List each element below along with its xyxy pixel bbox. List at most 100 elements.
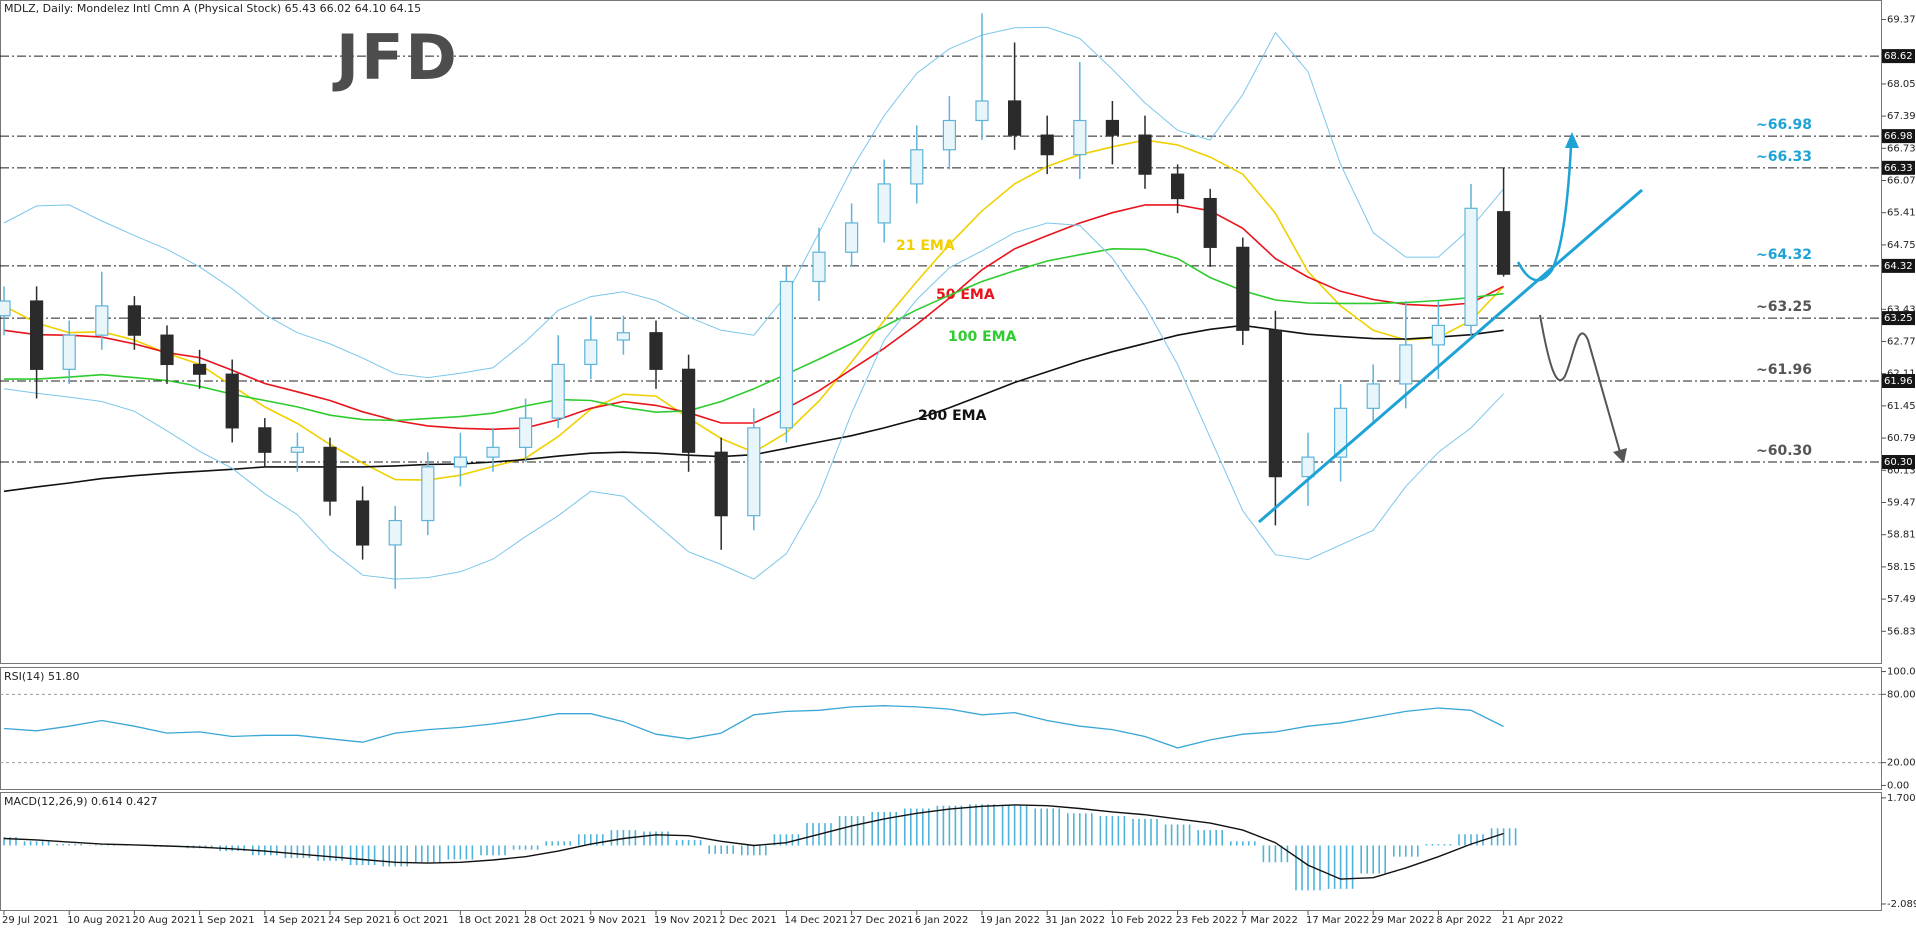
candle-body — [1301, 456, 1315, 478]
y-tick-label: 63.43 — [1887, 304, 1916, 315]
macd-label: MACD(12,26,9) 0.614 0.427 — [4, 795, 158, 808]
x-tick-label: 28 Oct 2021 — [524, 915, 586, 926]
trend-line — [1258, 188, 1643, 524]
x-tick-label: 14 Sep 2021 — [263, 915, 326, 926]
x-tick-label: 31 Jan 2022 — [1045, 915, 1105, 926]
candle-body — [1073, 119, 1087, 156]
level-tag — [1882, 49, 1915, 64]
candle-body — [127, 305, 141, 336]
main-panel — [0, 0, 1882, 664]
candle-body — [518, 417, 533, 448]
y-tick-label: 66.73 — [1887, 143, 1916, 154]
candle-body — [747, 427, 761, 517]
rsi-label: RSI(14) 51.80 — [4, 670, 79, 683]
candle-body — [1366, 383, 1380, 409]
bollinger-band — [3, 222, 1504, 580]
level-tag-label: 61.96 — [1884, 376, 1913, 387]
candle-body — [584, 339, 598, 366]
x-tick-label: 8 Apr 2022 — [1436, 915, 1491, 926]
candle-body — [1040, 134, 1054, 156]
x-tick-label: 10 Aug 2021 — [67, 915, 131, 926]
y-tick-label: 65.41 — [1887, 208, 1916, 219]
y-tick-label: 57.49 — [1887, 594, 1916, 605]
y-tick-label: 56.83 — [1887, 626, 1916, 637]
y-tick-label: 1.700 — [1887, 793, 1916, 804]
level-tag — [1882, 374, 1915, 389]
y-tick-label: 62.77 — [1887, 337, 1916, 348]
x-tick-label: 17 Mar 2022 — [1306, 915, 1369, 926]
candle-body — [421, 466, 435, 522]
y-tick-label: 60.13 — [1887, 465, 1916, 476]
chart-title: MDLZ, Daily: Mondelez Intl Cmn A (Physic… — [4, 2, 421, 15]
candle-body — [714, 451, 728, 517]
y-tick-label: 100.00 — [1887, 667, 1916, 678]
candle-body — [1203, 197, 1217, 248]
level-annotation: ~63.25 — [1756, 299, 1812, 315]
level-annotation: ~60.30 — [1756, 443, 1812, 459]
series-label: 50 EMA — [936, 287, 995, 303]
y-tick-label: 68.05 — [1887, 79, 1916, 90]
y-tick-label: 66.07 — [1887, 176, 1916, 187]
candle-body — [1333, 407, 1348, 458]
y-tick-label: 80.00 — [1887, 689, 1916, 700]
candle-body — [844, 222, 859, 253]
x-tick-label: 10 Feb 2022 — [1110, 915, 1172, 926]
scenario-arrow-up — [1516, 145, 1573, 282]
level-tag — [1882, 258, 1915, 273]
x-tick-label: 6 Jan 2022 — [915, 915, 969, 926]
candle-body — [975, 100, 989, 122]
candle-body — [1170, 173, 1185, 200]
y-tick-label: 58.81 — [1887, 530, 1916, 541]
candle-body — [0, 300, 11, 317]
candle-body — [910, 149, 924, 185]
arrow-head — [1613, 448, 1627, 463]
candle-body — [160, 334, 174, 366]
x-tick-label: 1 Sep 2021 — [198, 915, 255, 926]
candle-body — [1268, 329, 1283, 478]
arrow-head — [1565, 132, 1579, 148]
candle-body — [779, 280, 794, 429]
level-tag — [1882, 311, 1915, 326]
y-tick-label: 69.37 — [1887, 15, 1916, 26]
x-tick-label: 2 Dec 2021 — [719, 915, 777, 926]
x-tick-label: 24 Sep 2021 — [328, 915, 391, 926]
level-tag-label: 68.62 — [1884, 51, 1913, 62]
candle-body — [942, 119, 957, 151]
candle-body — [649, 332, 663, 370]
ema-line — [4, 247, 1504, 422]
level-annotation: ~66.98 — [1756, 117, 1812, 133]
y-tick-label: 59.47 — [1887, 497, 1916, 508]
x-tick-label: 29 Mar 2022 — [1371, 915, 1434, 926]
macd-panel — [0, 792, 1882, 911]
candle-body — [616, 332, 631, 341]
level-tag-label: 66.98 — [1884, 131, 1913, 142]
y-tick-label: 60.79 — [1887, 433, 1916, 444]
level-annotation: ~61.96 — [1756, 362, 1812, 378]
x-tick-label: 19 Jan 2022 — [980, 915, 1040, 926]
series-label: 100 EMA — [948, 329, 1017, 345]
rsi-panel — [0, 667, 1882, 790]
series-label: 21 EMA — [896, 238, 955, 254]
x-tick-label: 7 Mar 2022 — [1241, 915, 1298, 926]
level-tag — [1882, 455, 1915, 470]
candle-body — [290, 446, 304, 453]
y-tick-label: 20.00 — [1887, 758, 1916, 769]
level-tag — [1882, 129, 1915, 144]
y-tick-label: 58.15 — [1887, 562, 1916, 573]
candle-body — [323, 446, 337, 502]
y-tick-label: -2.089 — [1887, 899, 1916, 910]
candle-body — [812, 251, 826, 283]
y-tick-label: 67.39 — [1887, 111, 1916, 122]
level-tag-label: 63.25 — [1884, 313, 1913, 324]
candle-body — [95, 305, 109, 336]
candle-body — [356, 500, 370, 546]
level-tag-label: 66.33 — [1884, 163, 1913, 174]
candle-body — [1399, 344, 1413, 385]
candle-body — [62, 334, 76, 370]
candle-body — [1464, 207, 1478, 327]
x-tick-label: 29 Jul 2021 — [2, 915, 59, 926]
x-tick-label: 18 Oct 2021 — [458, 915, 520, 926]
series-label: 200 EMA — [918, 408, 987, 424]
